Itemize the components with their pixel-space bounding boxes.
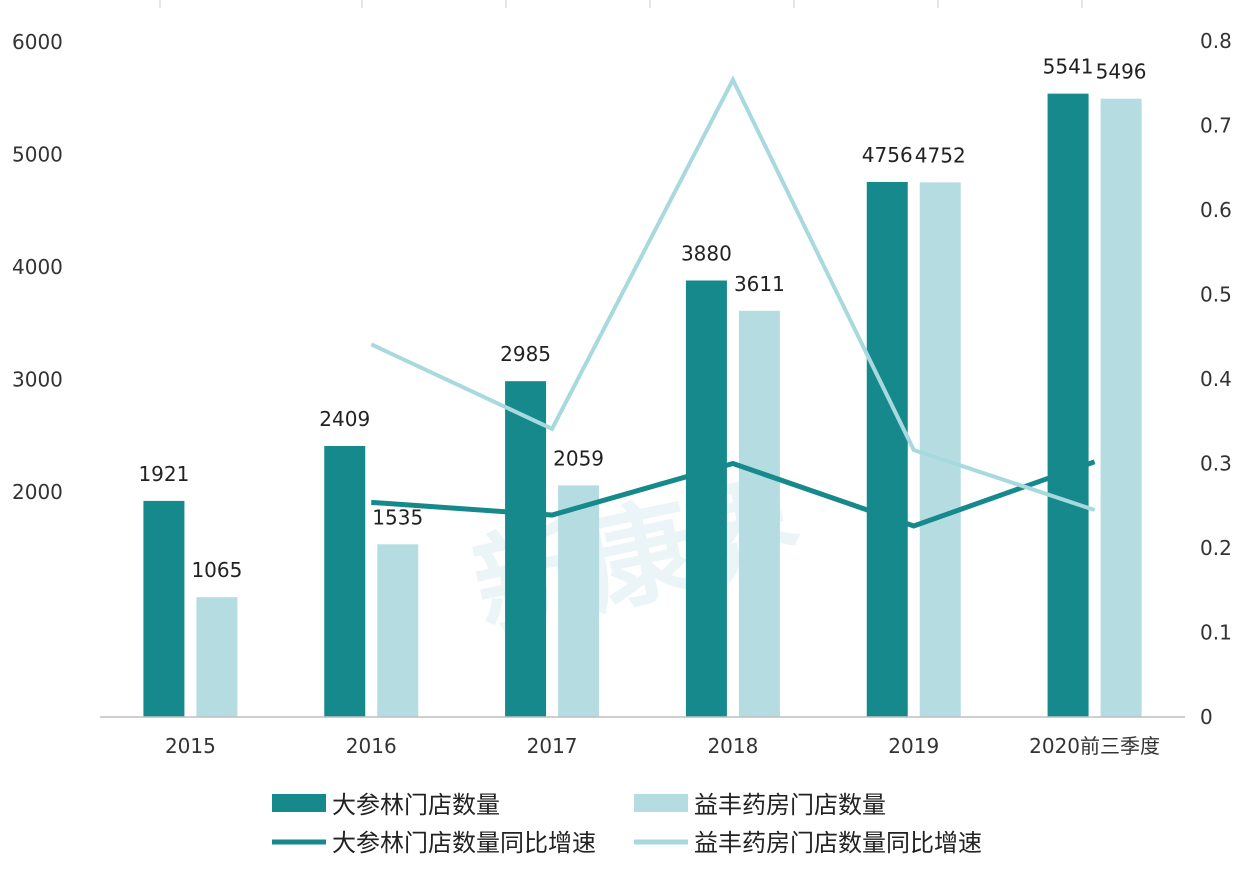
left-tick-label-4: 6000 (12, 30, 63, 54)
data-label-1-0: 1065 (191, 558, 242, 582)
x-tick-label-5: 2020前三季度 (1029, 734, 1160, 758)
bars (143, 93, 1142, 717)
series-line-0 (371, 459, 1096, 529)
data-label-0-4: 4756 (862, 143, 913, 167)
bar-1-0 (196, 597, 238, 717)
bar-1-3 (738, 310, 780, 717)
data-label-0-5: 5541 (1043, 55, 1094, 79)
x-tick-label-3: 2018 (707, 734, 758, 758)
legend-label-0: 大参林门店数量 (332, 791, 500, 819)
legend-label-3: 益丰药房门店数量同比增速 (694, 829, 982, 857)
bar-1-1 (377, 544, 419, 717)
bar-1-2 (558, 485, 600, 717)
right-tick-label-6: 0.6 (1200, 198, 1232, 222)
right-tick-label-0: 0 (1200, 705, 1213, 729)
left-tick-label-2: 4000 (12, 255, 63, 279)
left-tick-label-1: 3000 (12, 368, 63, 392)
bar-0-1 (324, 445, 366, 717)
data-label-1-4: 4752 (915, 143, 966, 167)
data-label-1-1: 1535 (372, 505, 423, 529)
data-label-0-1: 2409 (319, 407, 370, 431)
right-tick-label-8: 0.8 (1200, 29, 1232, 53)
bar-0-0 (143, 500, 185, 717)
x-tick-label-1: 2016 (346, 734, 397, 758)
bar-0-2 (505, 381, 547, 717)
right-tick-label-1: 0.1 (1200, 621, 1232, 645)
right-tick-label-4: 0.4 (1200, 367, 1232, 391)
data-label-0-2: 2985 (500, 342, 551, 366)
x-tick-label-2: 2017 (527, 734, 578, 758)
series-line-1 (370, 75, 1096, 512)
legend-label-1: 益丰药房门店数量 (694, 791, 886, 819)
data-label-1-3: 3611 (734, 272, 785, 296)
data-label-1-2: 2059 (553, 446, 604, 470)
data-label-1-5: 5496 (1096, 60, 1147, 84)
left-tick-label-0: 2000 (12, 480, 63, 504)
data-label-0-3: 3880 (681, 242, 732, 266)
right-tick-label-3: 0.3 (1200, 452, 1232, 476)
legend-swatch-0 (272, 794, 326, 812)
left-y-axis: 2000 3000 4000 5000 6000 (12, 30, 63, 504)
legend-label-2: 大参林门店数量同比增速 (332, 829, 596, 857)
x-tick-label-0: 2015 (165, 734, 216, 758)
legend-swatch-1 (634, 794, 688, 812)
bar-1-5 (1100, 98, 1142, 717)
right-y-axis: 0 0.1 0.2 0.3 0.4 0.5 0.6 0.7 0.8 (1200, 29, 1232, 729)
right-tick-label-2: 0.2 (1200, 536, 1232, 560)
right-tick-label-5: 0.5 (1200, 283, 1232, 307)
left-tick-label-3: 5000 (12, 143, 63, 167)
x-tick-label-4: 2019 (888, 734, 939, 758)
x-axis: 2015 2016 2017 2018 2019 2020前三季度 (165, 734, 1160, 758)
top-tick-marks (159, 0, 1083, 8)
bar-0-5 (1047, 93, 1089, 717)
bar-1-4 (919, 182, 961, 717)
data-label-0-0: 1921 (138, 462, 189, 486)
lines (370, 75, 1096, 529)
bar-0-3 (685, 280, 727, 717)
bar-0-4 (866, 181, 908, 717)
right-tick-label-7: 0.7 (1200, 114, 1232, 138)
